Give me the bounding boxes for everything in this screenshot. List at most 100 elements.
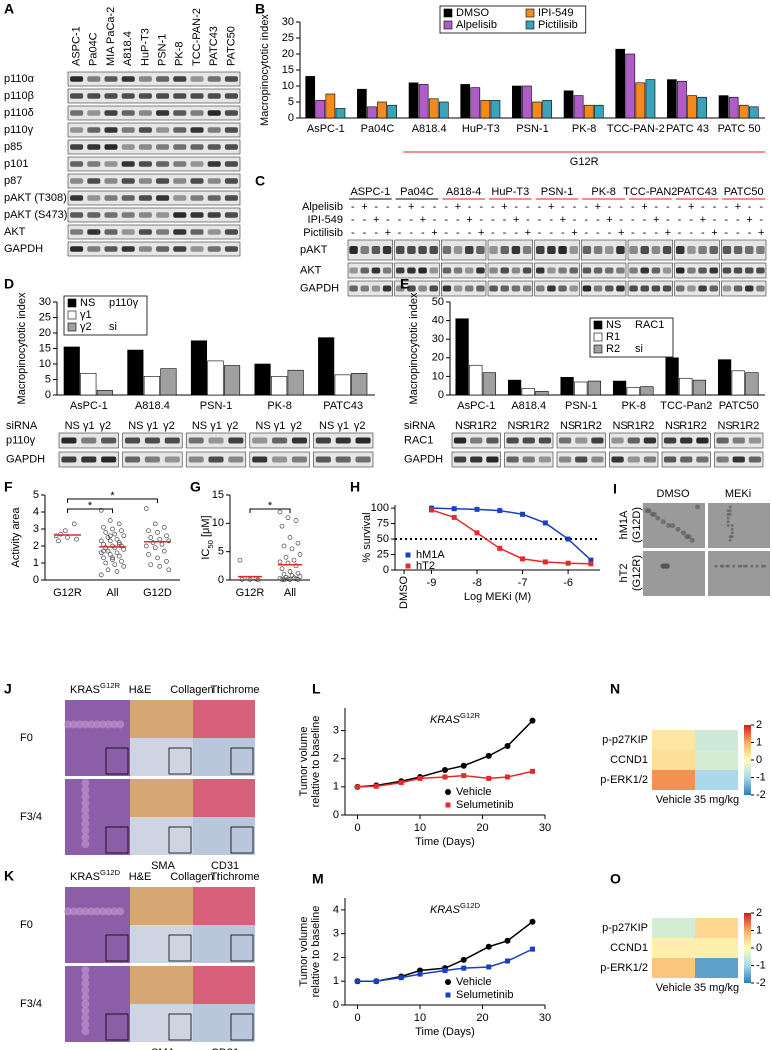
y-tick-label: 0	[33, 574, 39, 586]
treatment-sign: -	[444, 214, 448, 226]
blot-band	[696, 437, 709, 444]
point	[150, 540, 156, 545]
treatment-sign: -	[631, 214, 635, 226]
point	[428, 507, 434, 513]
legend-label: Vehicle	[456, 786, 491, 798]
blot-band	[173, 93, 187, 99]
sirna-label: R2	[640, 420, 654, 432]
blot-band	[138, 212, 152, 218]
row-label: F0	[20, 732, 33, 744]
colorbar-label: 2	[756, 907, 762, 919]
blot-band	[224, 144, 238, 150]
blot-band	[709, 285, 718, 292]
heatmap-cell	[695, 730, 738, 750]
x-tick-label: 30	[539, 1012, 551, 1024]
treatment-sign: -	[689, 214, 693, 226]
blot-band	[228, 456, 244, 463]
histology-image	[130, 779, 193, 817]
cell-texture	[695, 504, 701, 510]
treatment-label: Alpelisib	[302, 201, 343, 213]
treatment-sign: -	[398, 214, 402, 226]
treatment-sign: -	[701, 227, 705, 239]
treatment-sign: -	[491, 214, 495, 226]
blot-band	[70, 161, 84, 167]
blot-band	[465, 246, 474, 254]
heatmap-cell	[695, 918, 738, 938]
point	[58, 531, 64, 537]
point	[281, 577, 287, 583]
row-label: pAKT	[300, 244, 328, 256]
point	[530, 768, 535, 774]
bar	[612, 380, 627, 396]
tissue-texture	[64, 907, 72, 916]
x-tick-label: A818.4	[412, 123, 447, 135]
cell-image	[643, 551, 705, 596]
x-tick-label: HuP-T3	[462, 123, 500, 135]
column-label: 35 mg/kg	[694, 794, 739, 806]
row-label: p-ERK1/2	[600, 774, 648, 786]
panel-letter: F	[4, 479, 13, 495]
column-label: MEKi	[725, 488, 751, 500]
blot-band	[349, 246, 358, 254]
blot	[534, 280, 580, 297]
y-tick-label: 5	[288, 96, 294, 108]
blot	[487, 239, 533, 261]
blot	[441, 262, 487, 279]
legend-marker	[405, 552, 411, 558]
heatmap-cell	[652, 770, 695, 790]
treatment-sign: -	[433, 201, 437, 213]
treatment-sign: +	[641, 201, 647, 213]
x-tick-label: 0	[354, 1012, 360, 1024]
panel-letter: A	[4, 1, 14, 17]
treatment-sign: +	[571, 227, 577, 239]
legend-marker	[445, 789, 451, 795]
treatment-sign: -	[666, 214, 670, 226]
point	[237, 557, 243, 563]
blot	[67, 173, 241, 189]
tissue-texture	[81, 1020, 90, 1029]
blot-band	[121, 127, 135, 133]
y-tick-label: 15	[39, 342, 51, 354]
y-tick-label: 0	[383, 564, 389, 576]
treatment-sign: -	[608, 227, 612, 239]
row-label: p110γ	[4, 124, 34, 136]
lane-label: ASPC-1	[71, 26, 83, 66]
series-line	[431, 509, 591, 565]
bar	[728, 96, 739, 119]
blot-band	[371, 246, 381, 254]
bar	[315, 100, 326, 119]
blot-band	[70, 110, 84, 116]
point	[239, 577, 245, 582]
bar	[318, 337, 335, 396]
treatment-sign: -	[724, 214, 728, 226]
blot-band	[662, 285, 672, 292]
bar	[469, 364, 483, 396]
y-tick-label: 0	[333, 999, 339, 1011]
point	[107, 518, 113, 523]
text-part: G12D	[100, 868, 121, 877]
text-part: G12D	[460, 901, 481, 910]
blot-band	[627, 456, 640, 463]
point	[486, 775, 492, 781]
cell-texture	[726, 524, 730, 527]
treatment-sign: -	[701, 201, 705, 213]
legend-label: IPI-549	[538, 7, 573, 19]
blot-band	[748, 456, 762, 463]
blot-band	[335, 437, 351, 444]
blot-band	[224, 246, 238, 252]
blot-band	[224, 212, 238, 218]
blot-band	[349, 285, 358, 292]
blot-band	[87, 76, 101, 82]
panel-letter: E	[400, 276, 409, 292]
bar	[418, 84, 429, 119]
blot-band	[272, 437, 288, 444]
blot	[394, 280, 440, 297]
treatment-sign: +	[431, 227, 437, 239]
sirna-label: NS	[192, 420, 207, 432]
group-label: PATC50	[724, 186, 764, 198]
blot-band	[442, 246, 452, 254]
point	[281, 543, 287, 549]
point	[373, 783, 379, 789]
blot-band	[173, 144, 187, 150]
sirna-label: NS	[717, 420, 732, 432]
